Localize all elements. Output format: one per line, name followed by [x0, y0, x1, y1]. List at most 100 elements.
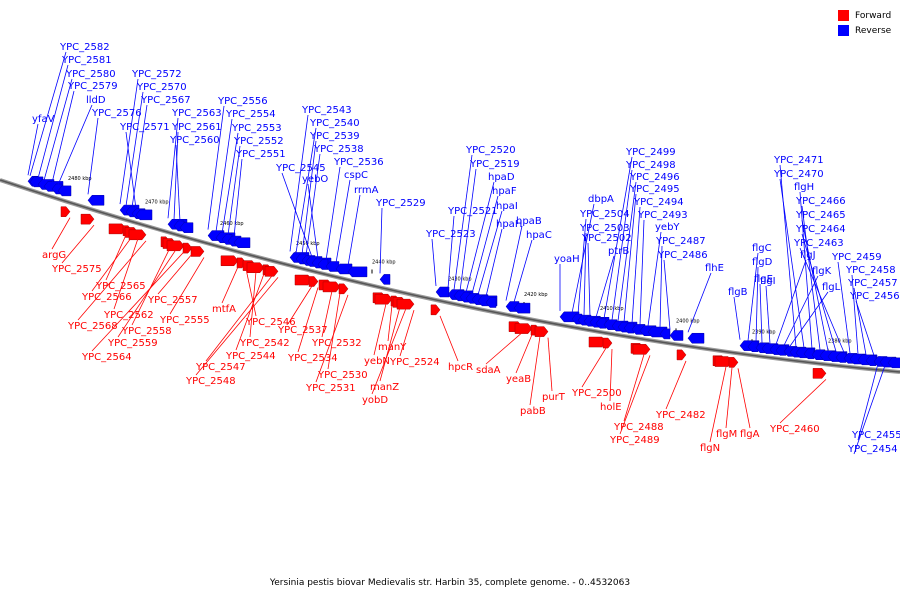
forward-gene-connector: [515, 334, 533, 374]
forward-gene-connector: [117, 249, 177, 338]
forward-gene-label: YPC_2544: [225, 351, 276, 362]
forward-gene-label: YPC_2546: [245, 317, 296, 328]
forward-gene-arrow: [338, 283, 349, 295]
reverse-gene-label: YPC_2471: [773, 155, 824, 166]
forward-gene-connector: [737, 368, 751, 429]
forward-gene-label: yobD: [362, 395, 388, 406]
reverse-gene-label: ptrB: [608, 246, 629, 257]
reverse-gene-label: YPC_2567: [140, 95, 191, 106]
reverse-gene-connector: [453, 154, 473, 290]
reverse-gene-label: YPC_2487: [655, 236, 706, 247]
forward-gene-label: pabB: [520, 406, 546, 417]
reverse-gene-label: YPC_2498: [625, 160, 676, 171]
forward-gene-connector: [221, 266, 239, 304]
forward-gene-label: YPC_2564: [81, 352, 132, 363]
reverse-gene-connector: [307, 183, 319, 259]
reverse-gene-arrow: [435, 286, 450, 298]
forward-gene-connector: [581, 347, 607, 388]
reverse-gene-connector: [755, 266, 759, 342]
reverse-gene-label: YPC_2553: [231, 123, 282, 134]
reverse-gene-connector: [281, 172, 313, 258]
reverse-gene-connector: [855, 300, 875, 356]
reverse-gene-label: YPC_2540: [309, 118, 360, 129]
forward-gene-arrow: [602, 337, 613, 349]
reverse-gene-label: YPC_2580: [65, 69, 116, 80]
forward-gene-arrow: [514, 323, 533, 334]
reverse-gene-label: YPC_2545: [275, 163, 326, 174]
forward-swatch: [838, 10, 849, 21]
tick-label: 2440 kbp: [372, 260, 396, 266]
reverse-gene-label: flgH: [794, 182, 814, 193]
tick-label: 2470 kbp: [145, 200, 169, 206]
tick-label: 2460 kbp: [220, 221, 244, 227]
forward-gene-arrow: [166, 240, 185, 252]
forward-gene-connector: [321, 290, 333, 338]
reverse-gene-label: YPC_2520: [465, 145, 516, 156]
reverse-gene-label: YPC_2495: [629, 184, 680, 195]
reverse-gene-connector: [431, 238, 437, 287]
forward-gene-label: holE: [600, 402, 622, 413]
forward-gene-label: YPC_2562: [103, 310, 154, 321]
forward-gene-label: YPC_2547: [195, 362, 246, 373]
forward-gene-arrow: [264, 266, 279, 277]
reverse-gene-connector: [335, 179, 351, 264]
reverse-gene-label: YPC_2466: [795, 196, 846, 207]
forward-gene-connector: [195, 277, 279, 376]
reverse-gene-connector: [347, 194, 361, 266]
reverse-gene-connector: [447, 215, 455, 289]
forward-gene-label: YPC_2460: [769, 424, 820, 435]
map-caption: Yersinia pestis biovar Medievalis str. H…: [269, 578, 631, 588]
reverse-gene-connector: [583, 232, 587, 316]
forward-gene-connector: [371, 308, 407, 395]
reverse-swatch: [838, 25, 849, 36]
forward-gene-connector: [485, 332, 523, 365]
reverse-gene-arrow: [135, 209, 153, 221]
forward-gene-connector: [387, 305, 393, 342]
reverse-gene-connector: [611, 169, 633, 321]
forward-gene-arrow: [182, 242, 193, 254]
reverse-gene-label: YPC_2538: [313, 144, 364, 155]
forward-gene-connector: [245, 268, 257, 317]
reverse-gene-label: YPC_2503: [579, 223, 630, 234]
reverse-gene-connector: [765, 285, 771, 344]
reverse-gene-arrow: [485, 297, 497, 308]
reverse-gene-label: YPC_2560: [169, 135, 220, 146]
reverse-gene-connector: [325, 166, 341, 261]
reverse-gene-label: YPC_2464: [795, 224, 846, 235]
forward-gene-connector: [529, 336, 541, 406]
reverse-gene-label: YPC_2519: [469, 159, 520, 170]
tick-label: 2410 kbp: [600, 306, 624, 312]
reverse-gene-connector: [51, 90, 75, 184]
forward-gene-arrow: [80, 213, 95, 225]
reverse-gene-connector: [173, 131, 179, 220]
reverse-gene-label: YPC_2579: [67, 81, 118, 92]
forward-gene-label: manZ: [370, 382, 399, 393]
reverse-gene-label: flgE: [754, 274, 773, 285]
reverse-gene-label: flhE: [705, 263, 724, 274]
reverse-gene-connector: [215, 118, 233, 232]
reverse-gene-label: YPC_2571: [119, 122, 170, 133]
reverse-gene-connector: [851, 274, 859, 354]
reverse-gene-connector: [513, 239, 533, 303]
forward-gene-connector: [665, 360, 687, 410]
forward-gene-connector: [91, 251, 185, 352]
forward-gene-label: YPC_2559: [107, 338, 158, 349]
reverse-gene-connector: [485, 228, 503, 297]
tick-label: 2420 kbp: [524, 292, 548, 298]
forward-gene-connector: [379, 306, 401, 382]
forward-gene-connector: [373, 303, 387, 356]
reverse-gene-connector: [207, 105, 225, 230]
reverse-gene-label: YPC_2493: [637, 210, 688, 221]
forward-gene-connector: [131, 247, 171, 326]
reverse-gene-label: YPC_2504: [579, 209, 630, 220]
reverse-gene-arrow: [669, 330, 684, 341]
reverse-gene-connector: [687, 272, 712, 333]
forward-gene-label: YPC_2542: [239, 338, 290, 349]
forward-gene-connector: [51, 217, 71, 250]
reverse-gene-connector: [801, 219, 829, 351]
reverse-gene-connector: [29, 51, 67, 176]
forward-gene-arrow: [396, 298, 415, 310]
legend-reverse: Reverse: [838, 23, 900, 38]
forward-gene-label: YPC_2532: [311, 338, 362, 349]
reverse-gene-label: YPC_2470: [773, 169, 824, 180]
